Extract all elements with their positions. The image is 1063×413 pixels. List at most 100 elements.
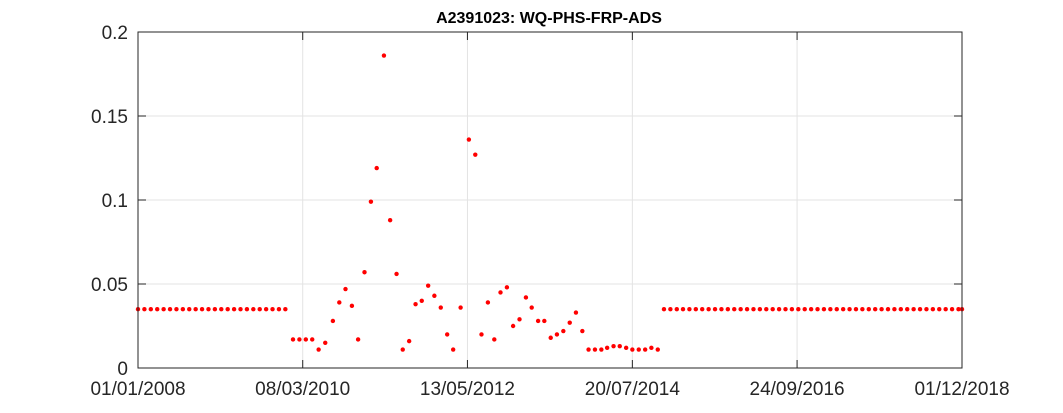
data-point <box>161 307 166 312</box>
data-point <box>630 347 635 352</box>
data-point <box>231 307 237 312</box>
data-point <box>419 298 424 303</box>
data-point <box>244 307 250 312</box>
data-point <box>310 337 315 342</box>
data-point <box>757 307 763 312</box>
data-point <box>885 307 891 312</box>
y-tick-label: 0 <box>117 359 128 380</box>
data-point <box>744 307 750 312</box>
data-point <box>199 307 205 312</box>
data-point <box>802 307 807 312</box>
data-point <box>680 307 686 312</box>
data-point <box>561 328 566 334</box>
data-point <box>432 293 437 298</box>
data-point <box>257 307 262 312</box>
y-tick-label: 0.15 <box>91 107 128 128</box>
x-tick-label: 08/03/2010 <box>255 379 350 400</box>
data-point <box>655 347 660 352</box>
data-point <box>898 307 904 312</box>
data-point <box>323 340 328 345</box>
x-tick-label: 01/12/2018 <box>914 379 1009 400</box>
data-point <box>649 345 654 351</box>
data-point <box>529 305 534 310</box>
data-point <box>473 152 478 157</box>
data-point <box>438 305 443 310</box>
data-point <box>808 307 814 312</box>
data-point <box>930 307 936 312</box>
data-point <box>712 307 718 312</box>
data-point <box>661 307 667 312</box>
data-point <box>821 307 827 312</box>
data-point <box>542 318 547 324</box>
data-point <box>337 300 342 305</box>
data-point <box>872 307 878 312</box>
data-point <box>523 295 529 300</box>
data-point <box>924 307 929 312</box>
data-point <box>187 307 192 312</box>
data-point <box>879 307 884 312</box>
data-point <box>586 347 591 352</box>
data-point <box>225 307 230 312</box>
data-point <box>251 307 256 312</box>
data-point <box>492 337 497 342</box>
data-point <box>343 286 348 292</box>
data-point <box>374 165 379 171</box>
data-point <box>381 53 387 58</box>
data-point <box>693 307 699 312</box>
data-point <box>238 307 243 312</box>
data-point <box>485 300 491 305</box>
data-point <box>567 320 572 325</box>
data-point <box>776 307 782 312</box>
data-point <box>732 307 737 312</box>
data-point <box>349 303 355 309</box>
axis-ticks <box>137 31 963 369</box>
data-point <box>394 271 399 277</box>
data-point <box>193 307 198 312</box>
data-point <box>444 332 450 337</box>
data-point <box>668 307 673 312</box>
data-point <box>413 301 418 307</box>
data-point <box>167 307 173 312</box>
data-point <box>297 337 302 342</box>
data-point <box>943 307 948 312</box>
data-point <box>580 328 585 334</box>
data-point <box>400 347 405 352</box>
data-point <box>510 323 516 329</box>
data-point <box>617 343 622 349</box>
x-tick-labels: 01/01/2008 08/03/2010 13/05/2012 20/07/2014… <box>90 379 1009 400</box>
x-tick-label: 01/01/2008 <box>90 379 185 400</box>
y-tick-labels: 0 0.05 0.1 0.15 0.2 <box>91 23 128 380</box>
data-point <box>283 307 288 312</box>
data-point <box>815 307 820 312</box>
data-point <box>368 199 374 204</box>
data-point <box>917 307 923 312</box>
data-point <box>911 307 916 312</box>
data-point <box>142 307 147 312</box>
data-point <box>504 285 510 290</box>
data-points <box>135 53 965 352</box>
data-point <box>458 305 463 310</box>
data-point <box>789 307 795 312</box>
y-tick-label: 0.2 <box>102 23 128 44</box>
data-point <box>828 307 833 312</box>
data-point <box>719 307 724 312</box>
data-point <box>180 307 186 312</box>
y-tick-label: 0.05 <box>91 275 128 296</box>
data-point <box>548 335 553 340</box>
data-point <box>700 307 705 312</box>
data-point <box>949 307 955 312</box>
data-point <box>498 290 503 295</box>
data-point <box>290 337 296 342</box>
data-point <box>148 307 154 312</box>
data-point <box>892 307 897 312</box>
data-point <box>535 318 541 324</box>
data-point <box>840 307 846 312</box>
x-tick-label: 13/05/2012 <box>420 379 515 400</box>
data-point <box>425 283 431 288</box>
data-point <box>212 307 218 312</box>
data-point <box>387 217 393 223</box>
data-point <box>636 347 641 352</box>
data-point <box>174 307 179 312</box>
data-point <box>479 332 484 337</box>
